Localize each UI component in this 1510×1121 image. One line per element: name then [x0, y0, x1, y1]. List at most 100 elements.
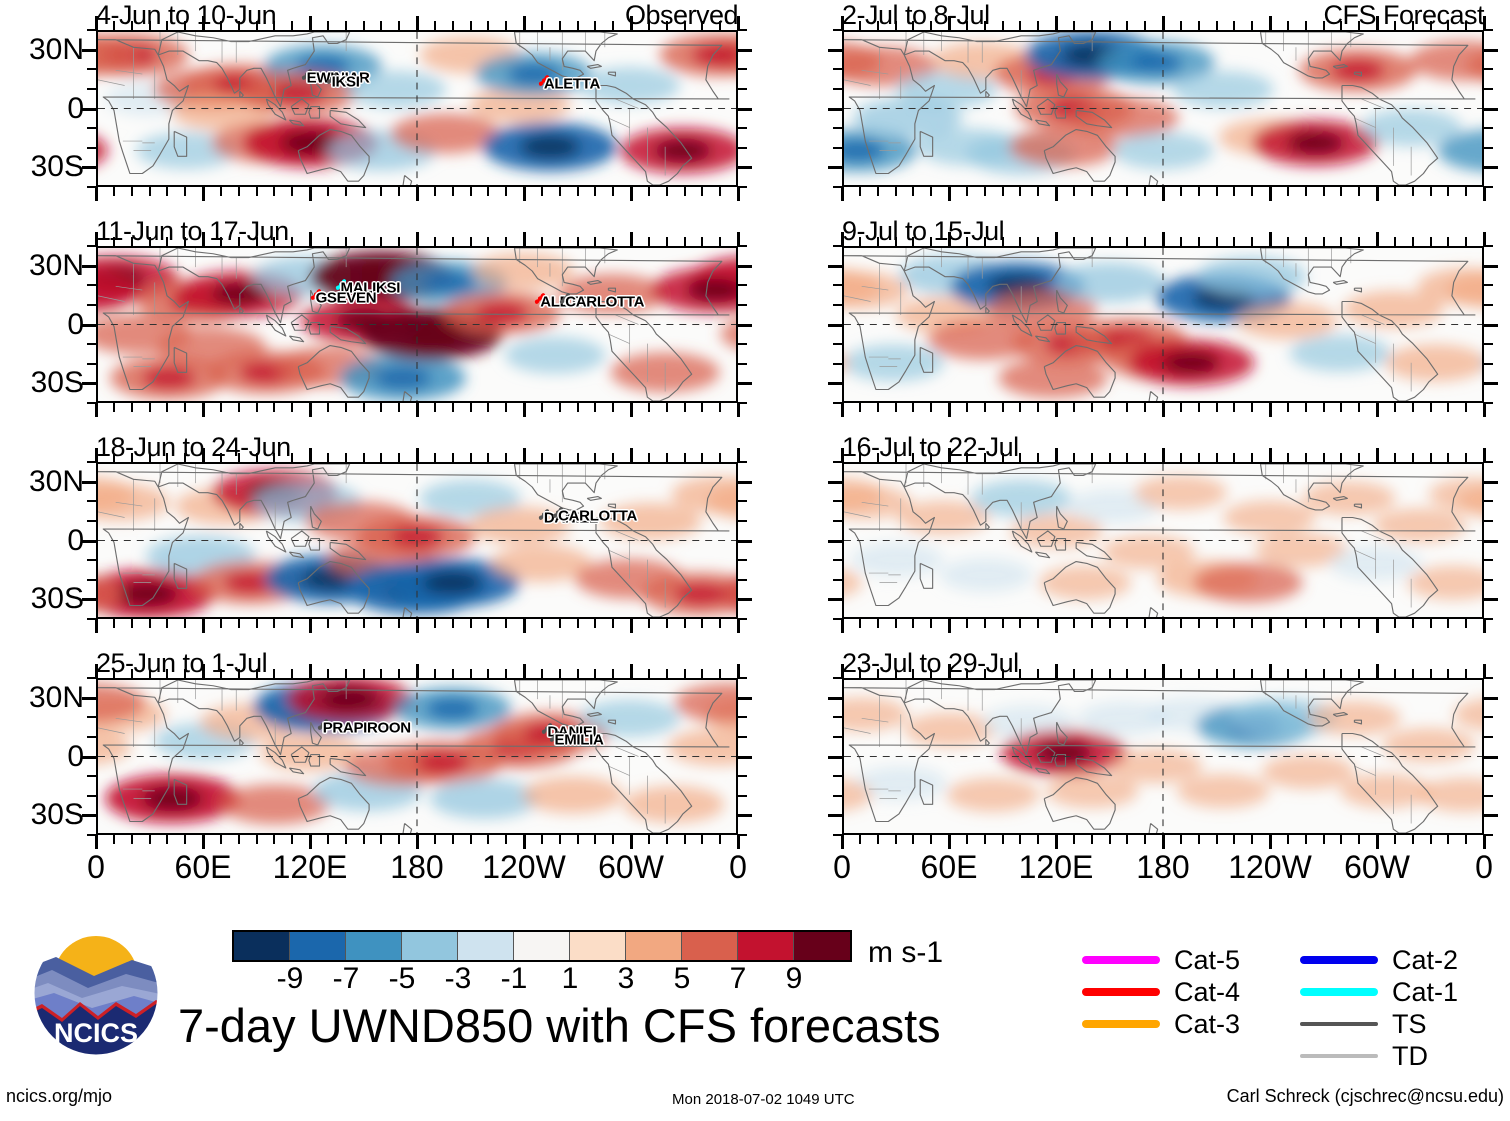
map-plot-area[interactable] [842, 462, 1484, 619]
x-tick [1019, 403, 1022, 412]
y-tick [738, 461, 747, 463]
x-tick [841, 187, 844, 201]
x-tick [148, 187, 151, 196]
storm-marker: EMILIA [546, 727, 604, 750]
x-tick [487, 21, 490, 30]
x-tick [948, 187, 951, 201]
x-tick [1483, 16, 1486, 30]
x-tick [112, 619, 115, 628]
x-tick [1215, 403, 1218, 412]
map-plot-area[interactable]: DANIEL CARLOTTA [96, 462, 738, 619]
footer-timestamp: Mon 2018-07-02 1049 UTC [672, 1091, 855, 1108]
x-tick [1055, 232, 1058, 246]
x-tick [1286, 237, 1289, 246]
x-tick [1037, 453, 1040, 462]
x-tick [1090, 21, 1093, 30]
cat4-swatch-icon [1082, 988, 1160, 996]
storm-marker: CARLOTTA [549, 504, 637, 527]
x-tick [219, 669, 222, 678]
x-tick [291, 835, 294, 844]
x-tick [841, 16, 844, 30]
map-plot-area[interactable] [842, 30, 1484, 187]
map-plot-area[interactable]: PRAPIROON DANIEL EMILIA [96, 678, 738, 835]
x-tick [380, 187, 383, 196]
footer-author: Carl Schreck (cjschrec@ncsu.edu) [1226, 1086, 1504, 1106]
x-tick [219, 237, 222, 246]
y-tick [833, 834, 842, 836]
y-tick [82, 598, 96, 602]
x-tick [1233, 403, 1236, 412]
x-tick [309, 403, 312, 417]
x-tick [894, 669, 897, 678]
x-tick [683, 187, 686, 196]
storm-label: PRAPIROON [322, 719, 411, 737]
x-tick [1215, 835, 1218, 844]
x-tick [451, 669, 454, 678]
footer-site-link[interactable]: ncics.org/mjo [6, 1086, 113, 1106]
x-tick [683, 21, 686, 30]
x-tick [380, 669, 383, 678]
x-tick [398, 453, 401, 462]
x-tick [647, 453, 650, 462]
map-plot-area[interactable]: EWINIAR IKSI ALETTA [96, 30, 738, 187]
panel-title: 4-Jun to 10-Jun [96, 0, 277, 30]
x-tick [683, 669, 686, 678]
x-tick [594, 187, 597, 196]
x-tick [983, 237, 986, 246]
x-tick [665, 619, 668, 628]
map-panel: 18-Jun to 24-Jun DANIEL CARLOTTA 30N 0 30S [29, 432, 752, 633]
map-plot-area[interactable]: MALIKSI GSEVEN ALETTA CARLOTTA [96, 246, 738, 403]
y-tick [82, 696, 96, 700]
x-tick [202, 232, 205, 246]
x-tick [612, 21, 615, 30]
x-tick [273, 403, 276, 412]
x-tick [1447, 835, 1450, 844]
x-tick [237, 403, 240, 412]
x-tick [1393, 21, 1396, 30]
x-tick [1429, 619, 1432, 628]
y-tick [738, 598, 752, 602]
x-tick [719, 453, 722, 462]
x-tick [1108, 403, 1111, 412]
x-tick [965, 453, 968, 462]
y-tick [738, 87, 747, 90]
y-tick [87, 127, 96, 130]
x-tick [1340, 669, 1343, 678]
x-tick [983, 619, 986, 628]
map-plot-area[interactable] [842, 678, 1484, 835]
colorbar-tick-label: -3 [444, 962, 472, 995]
y-tick [87, 87, 96, 90]
y-tick [1484, 775, 1493, 778]
x-tick [683, 403, 686, 412]
y-tick [1484, 264, 1498, 268]
legend-item: TS [1300, 1008, 1458, 1040]
x-tick [273, 669, 276, 678]
x-tick [326, 453, 329, 462]
y-tick [828, 323, 842, 327]
x-tick [1055, 664, 1058, 678]
x-tick [683, 619, 686, 628]
x-tick [1215, 187, 1218, 196]
x-tick [344, 835, 347, 844]
y-tick [828, 539, 842, 543]
map-panel: 9-Jul to 15-Jul [828, 216, 1498, 417]
x-tick [344, 453, 347, 462]
x-tick [1072, 619, 1075, 628]
colorbar-cell [458, 932, 514, 960]
x-tick [1447, 619, 1450, 628]
storm-marker: MALIKSI [332, 276, 400, 299]
x-tick [1144, 403, 1147, 412]
map-plot-area[interactable] [842, 246, 1484, 403]
x-tick [148, 237, 151, 246]
x-tick [701, 21, 704, 30]
x-tick [112, 21, 115, 30]
y-tick [738, 735, 747, 738]
x-tick [505, 237, 508, 246]
x-tick [1108, 187, 1111, 196]
x-tick [1376, 16, 1379, 30]
x-tick [130, 21, 133, 30]
x-tick [1286, 453, 1289, 462]
legend-item: Cat-1 [1300, 976, 1458, 1008]
x-tick [612, 237, 615, 246]
x-axis-label: 120E [1018, 849, 1094, 885]
